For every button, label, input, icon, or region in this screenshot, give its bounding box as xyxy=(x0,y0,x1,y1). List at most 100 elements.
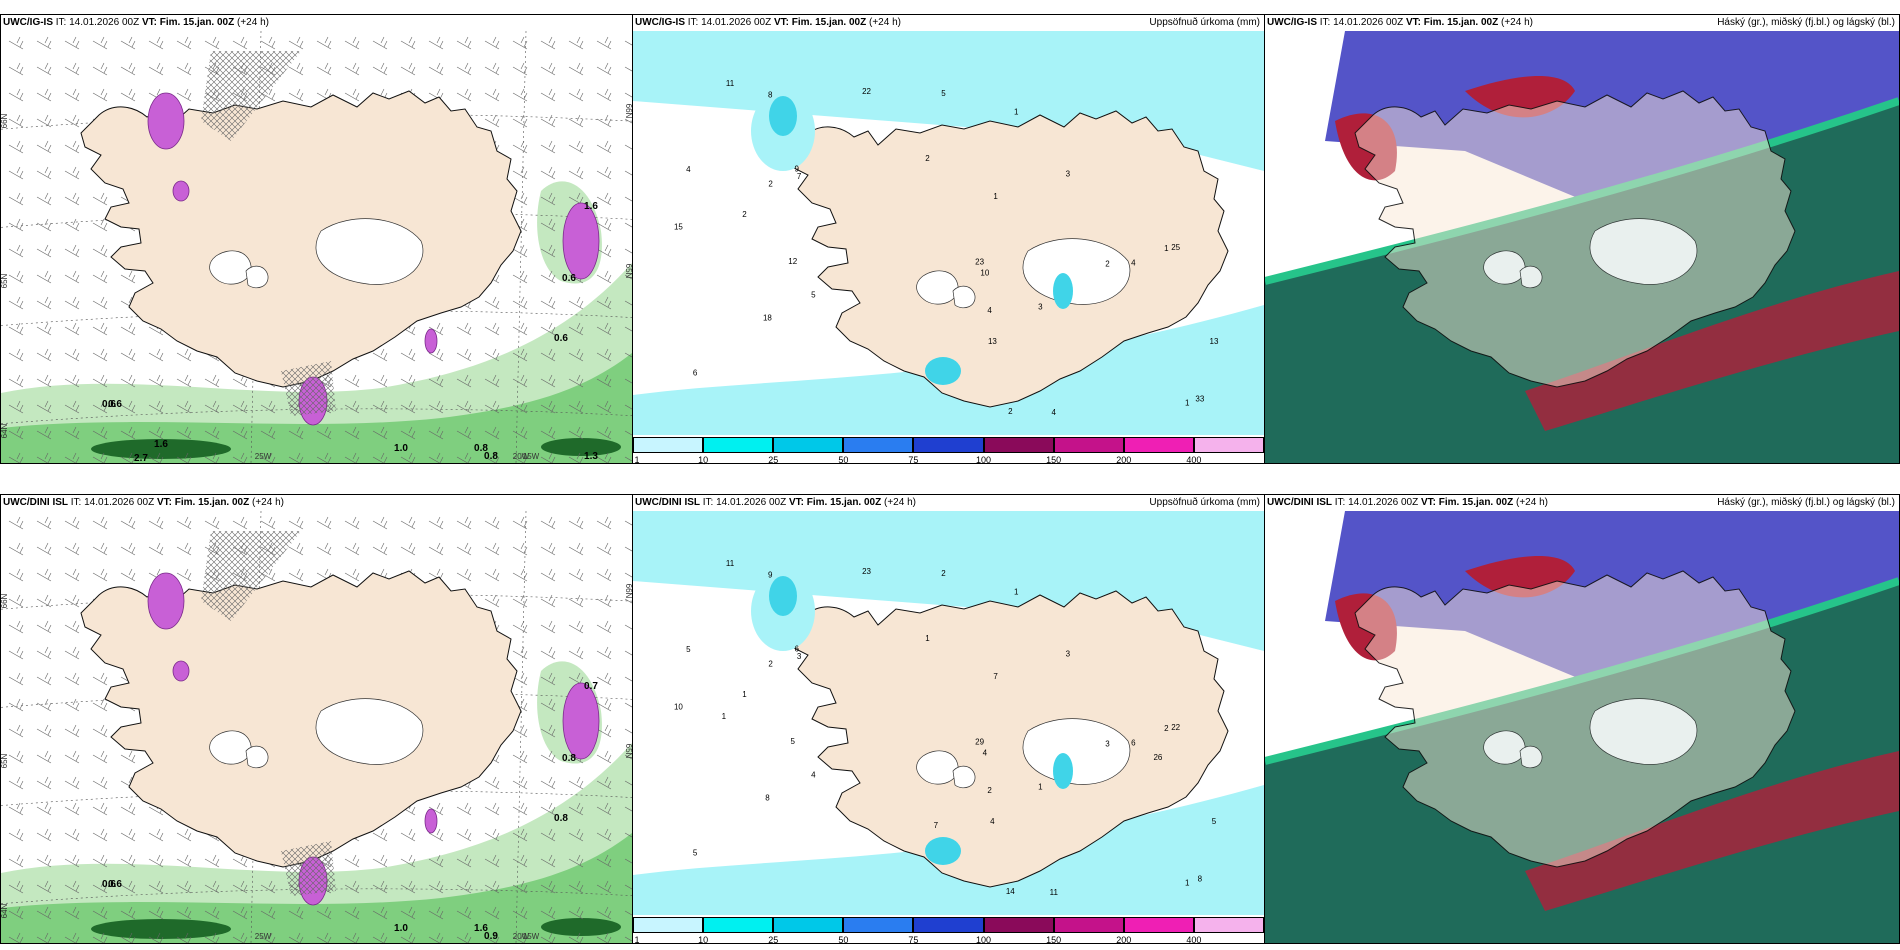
wind-speed-label: 2.7 xyxy=(134,453,148,463)
wind-barb xyxy=(120,802,136,816)
precip-blob xyxy=(562,682,600,760)
precip-value-label: 25 xyxy=(1171,243,1180,252)
wind-barb xyxy=(260,36,276,50)
wind-barb xyxy=(512,348,528,362)
wind-barb xyxy=(8,166,24,180)
wind-barb xyxy=(232,516,248,530)
precip-value-label: 5 xyxy=(686,645,691,654)
wind-barb xyxy=(596,932,612,943)
wind-speed-label: 0.8 xyxy=(474,443,488,454)
wind-barb xyxy=(596,296,612,310)
precip-value-label: 12 xyxy=(788,257,797,266)
wind-barb xyxy=(92,750,108,764)
wind-barb xyxy=(204,452,220,463)
wind-barb xyxy=(540,594,556,608)
colorbar-swatch xyxy=(1123,917,1194,933)
wind-barb xyxy=(540,140,556,154)
init-time: IT: 14.01.2026 00Z xyxy=(55,17,140,28)
wind-barb xyxy=(456,906,472,920)
wind-barb xyxy=(148,426,164,440)
wind-barb xyxy=(64,88,80,102)
glacier-outline xyxy=(245,745,269,769)
wind-barb xyxy=(8,192,24,206)
glacier-outline xyxy=(952,765,976,789)
colorbar-swatch xyxy=(1123,437,1194,453)
wind-barb xyxy=(176,906,192,920)
iceland-coastline xyxy=(787,590,1229,888)
wind-barb xyxy=(400,906,416,920)
wind-speed-core xyxy=(91,919,231,939)
wind-barb xyxy=(64,828,80,842)
glacier-outline xyxy=(245,265,269,289)
wind-barb xyxy=(624,144,632,150)
wind-barb xyxy=(344,426,360,440)
wind-barb xyxy=(484,932,500,943)
wind-barb xyxy=(624,300,632,306)
wind-speed-label: 0.9 xyxy=(484,931,498,942)
wind-barb xyxy=(260,932,276,943)
wind-barb xyxy=(568,166,584,180)
wind-barb xyxy=(8,516,24,530)
wind-barb xyxy=(176,880,192,894)
wind-barb xyxy=(92,426,108,440)
precip-title: Uppsöfnuð úrkoma (mm) xyxy=(1149,497,1260,508)
wind-barb xyxy=(344,62,360,76)
wind-barb xyxy=(540,270,556,284)
precip-panel-row2: UWC/DINI ISL IT: 14.01.2026 00Z VT: Fim.… xyxy=(632,494,1265,944)
wind-speed-label: 0.6 xyxy=(108,399,122,410)
wind-barb xyxy=(64,594,80,608)
wind-barb xyxy=(176,854,192,868)
wind-barb xyxy=(36,698,52,712)
wind-barb xyxy=(372,932,388,943)
wind-barb xyxy=(400,828,416,842)
wind-barb xyxy=(484,452,500,463)
wind-barb xyxy=(484,426,500,440)
precip-map[interactable]: 8 29 23 22 11 14 10 9 6 5 4 3 2 1 1 2 3 7 5 4 8 5 6 11 5 4 3 2 1 1 1 2 1… xyxy=(633,511,1264,915)
grid-label: 20W xyxy=(513,452,530,461)
wind-barb xyxy=(64,348,80,362)
wind-barb xyxy=(120,750,136,764)
precip-value-label: 7 xyxy=(797,172,802,181)
cloud-map[interactable] xyxy=(1265,31,1899,463)
wind-barb xyxy=(344,932,360,943)
wind-map[interactable]: 66N 65N 64N 25W 20W 15W 66N 65N 0.7 0.8 0.8 0.6 0.6 1… xyxy=(1,511,632,943)
wind-barb xyxy=(624,858,632,864)
wind-barb xyxy=(596,322,612,336)
colorbar-swatch xyxy=(773,437,844,453)
precip-value-label: 1 xyxy=(1014,588,1019,597)
wind-map[interactable]: 66N 65N 64N 25W 20W 15W 66N 65N 1.6 0.6 0.6 0.6 0.6 1… xyxy=(1,31,632,463)
colorbar-swatch xyxy=(703,437,774,453)
wind-barb xyxy=(568,776,584,790)
cloud-map[interactable] xyxy=(1265,511,1899,943)
lead-time: (+24 h) xyxy=(252,497,284,508)
precip-map[interactable]: 18 23 22 25 11 2 15 8 4 6 10 7 5 2 1 1 2 1 12 13 33 13 9 4 4 5 3 4 3… xyxy=(633,31,1264,435)
wind-barb xyxy=(176,426,192,440)
init-time: IT: 14.01.2026 00Z xyxy=(1319,17,1404,28)
glacier-outline xyxy=(916,270,959,305)
wind-barb xyxy=(624,910,632,916)
wind-speed-core xyxy=(91,439,231,459)
precip-value-label: 3 xyxy=(1066,650,1071,659)
precip-value-label: 11 xyxy=(1050,888,1059,897)
wind-barb xyxy=(512,828,528,842)
wind-barb xyxy=(8,140,24,154)
wind-speed-label: 1.6 xyxy=(584,201,598,212)
wind-barb xyxy=(8,698,24,712)
wind-barb xyxy=(428,62,444,76)
wind-speed-label: 0.6 xyxy=(102,399,116,410)
wind-barb xyxy=(36,192,52,206)
wind-barb xyxy=(344,452,360,463)
wind-barb xyxy=(8,594,24,608)
wind-barb xyxy=(512,374,528,388)
wind-barb xyxy=(120,568,136,582)
wind-barb xyxy=(624,274,632,280)
wind-barb xyxy=(36,114,52,128)
wind-barb xyxy=(624,40,632,46)
wind-barb xyxy=(484,36,500,50)
precip-value-label: 1 xyxy=(1185,878,1190,887)
wind-barb xyxy=(36,516,52,530)
wind-barb xyxy=(232,880,248,894)
lead-time: (+24 h) xyxy=(869,17,901,28)
wind-barb xyxy=(288,516,304,530)
wind-barb xyxy=(428,932,444,943)
